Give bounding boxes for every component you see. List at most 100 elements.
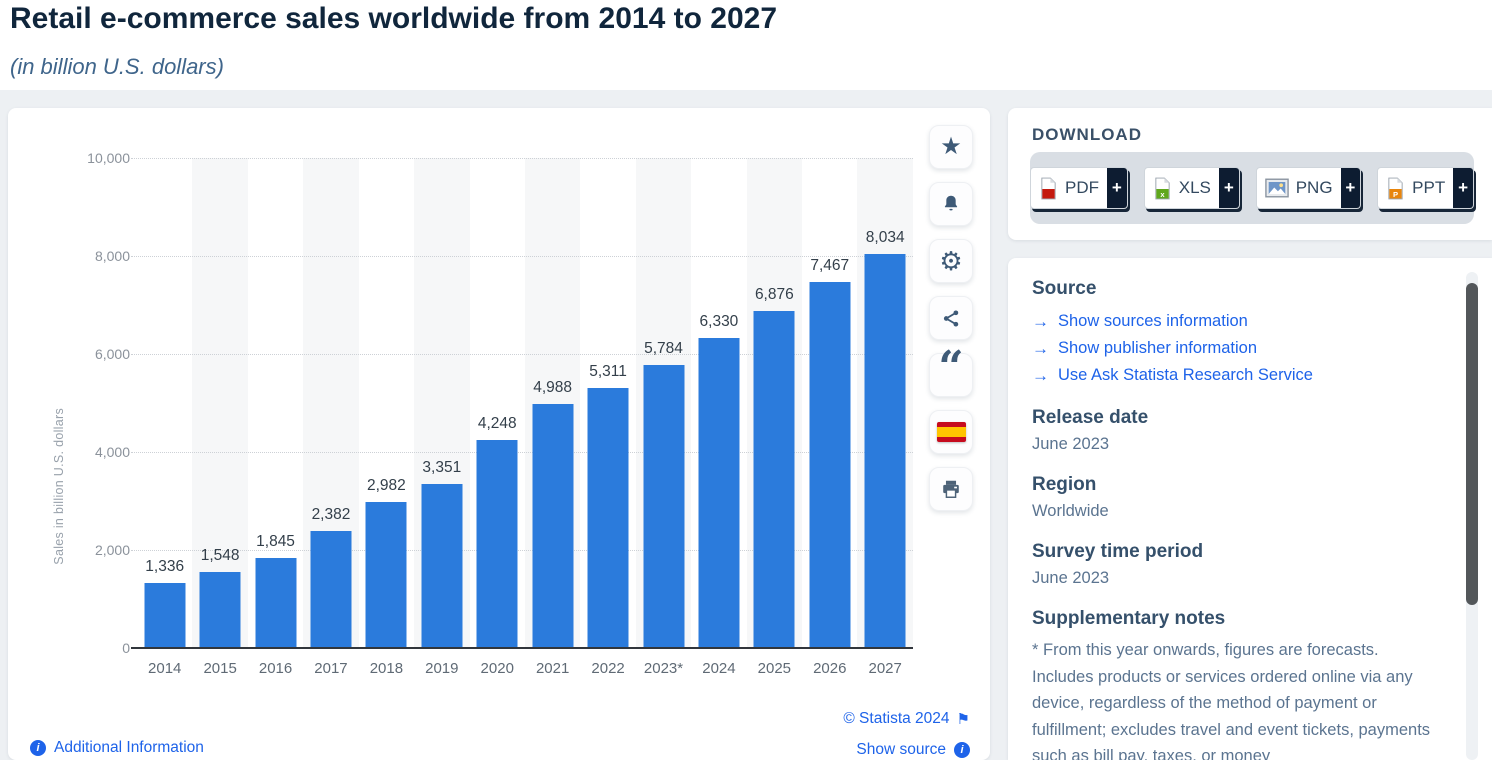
copyright-label: © Statista 2024 xyxy=(843,710,950,727)
additional-information-label: Additional Information xyxy=(54,739,204,756)
bar-2026[interactable] xyxy=(809,282,851,648)
x-tick-2014: 2014 xyxy=(148,660,182,677)
download-pdf-label: PDF xyxy=(1065,178,1099,197)
scrollbar-thumb[interactable] xyxy=(1466,283,1478,605)
bar-value-label: 6,330 xyxy=(699,312,739,330)
x-tick-2027: 2027 xyxy=(868,660,902,677)
download-xls-button[interactable]: x XLS + xyxy=(1143,167,1240,209)
source-info-card: Source → Show sources information → Show… xyxy=(1008,258,1492,760)
page-subtitle: (in billion U.S. dollars) xyxy=(10,54,224,79)
pdf-file-icon xyxy=(1039,177,1058,200)
x-tick-2026: 2026 xyxy=(813,660,847,677)
additional-information-link[interactable]: i Additional Information xyxy=(30,739,204,757)
download-pdf-button[interactable]: PDF + xyxy=(1030,167,1128,209)
bar-value-label: 1,336 xyxy=(145,557,185,575)
cite-button[interactable]: “ xyxy=(929,346,973,397)
y-tick-0: 0 xyxy=(122,640,130,656)
info-icon: i xyxy=(30,740,46,756)
bar-2023*[interactable] xyxy=(643,364,684,648)
bar-column-2018: 2,982 xyxy=(359,158,414,648)
bar-2021[interactable] xyxy=(532,403,574,648)
ask-statista-research-service-link[interactable]: → Use Ask Statista Research Service xyxy=(1032,362,1432,389)
bar-2019[interactable] xyxy=(421,483,463,648)
share-icon xyxy=(943,309,958,327)
bar-value-label: 1,548 xyxy=(200,547,240,565)
bar-value-label: 5,784 xyxy=(644,339,683,357)
svg-text:P: P xyxy=(1393,190,1398,199)
supplementary-notes-heading: Supplementary notes xyxy=(1032,608,1226,629)
x-axis-tick-labels: 2014 2015 2016 2017 2018 2019 2020 2021 2022 2023… xyxy=(137,660,913,677)
bar-2027[interactable] xyxy=(864,254,906,648)
gridline xyxy=(131,550,913,551)
survey-time-period-heading: Survey time period xyxy=(1032,541,1204,562)
ppt-file-icon: P xyxy=(1386,177,1405,200)
show-sources-information-link[interactable]: → Show sources information xyxy=(1032,308,1432,335)
bar-2022[interactable] xyxy=(587,387,629,648)
download-ppt-label: PPT xyxy=(1412,178,1446,197)
bar-value-label: 8,034 xyxy=(865,229,905,247)
bar-value-label: 4,988 xyxy=(533,378,573,396)
bar-2020[interactable] xyxy=(476,439,518,648)
bar-value-label: 4,248 xyxy=(477,414,517,432)
alert-button[interactable] xyxy=(929,182,973,226)
bar-columns: 1,336 1,548 1,845 2,382 2,982 3,351 4,248 4,988… xyxy=(137,158,913,648)
bar-value-label: 2,382 xyxy=(311,506,351,524)
download-ppt-button[interactable]: P PPT + xyxy=(1377,167,1474,209)
y-tick-4,000: 4,000 xyxy=(94,444,130,460)
bar-column-2025: 6,876 xyxy=(747,158,802,648)
bar-column-2022: 5,311 xyxy=(580,158,635,648)
arrow-right-icon: → xyxy=(1032,366,1049,385)
settings-button[interactable]: ⚙ xyxy=(929,239,973,283)
statista-copyright-link[interactable]: © Statista 2024 ⚑ xyxy=(843,710,970,728)
bar-column-2024: 6,330 xyxy=(691,158,746,648)
column-band xyxy=(192,158,248,648)
print-button[interactable] xyxy=(929,467,973,511)
y-tick-6,000: 6,000 xyxy=(94,346,130,362)
x-tick-2017: 2017 xyxy=(314,660,348,677)
share-button[interactable] xyxy=(929,296,973,340)
plus-icon: + xyxy=(1107,168,1127,208)
bar-2014[interactable] xyxy=(144,582,186,648)
plus-icon: + xyxy=(1218,168,1239,208)
bar-column-2014: 1,336 xyxy=(137,158,192,648)
bar-2025[interactable] xyxy=(753,311,795,648)
favorite-button[interactable]: ★ xyxy=(929,125,973,169)
bar-column-2027: 8,034 xyxy=(857,158,912,648)
x-tick-2018: 2018 xyxy=(369,660,404,677)
bar-2024[interactable] xyxy=(698,337,740,648)
arrow-right-icon: → xyxy=(1032,312,1049,331)
x-tick-2016: 2016 xyxy=(258,660,293,677)
bar-2015[interactable] xyxy=(199,572,241,648)
scrollbar-track[interactable] xyxy=(1466,272,1478,760)
bar-2017[interactable] xyxy=(310,531,352,648)
download-button-tray: PDF + x XLS + xyxy=(1030,152,1474,224)
show-source-link[interactable]: Show source i xyxy=(856,741,970,759)
bar-2016[interactable] xyxy=(255,557,297,648)
x-tick-2025: 2025 xyxy=(757,660,792,677)
link-label: Show publisher information xyxy=(1058,339,1258,357)
png-image-icon xyxy=(1264,178,1289,198)
language-button[interactable] xyxy=(929,410,973,454)
gear-icon: ⚙ xyxy=(939,246,963,276)
bar-value-label: 3,351 xyxy=(422,458,462,476)
download-png-button[interactable]: PNG + xyxy=(1255,167,1362,209)
x-tick-2024: 2024 xyxy=(702,660,736,677)
x-tick-2023*: 2023* xyxy=(643,660,684,677)
bar-value-label: 1,845 xyxy=(256,532,295,550)
bar-value-label: 7,467 xyxy=(810,257,850,275)
x-tick-2022: 2022 xyxy=(591,660,625,677)
x-tick-2015: 2015 xyxy=(203,660,237,677)
chart-card: Sales in billion U.S. dollars 10,000 8,00… xyxy=(8,108,990,760)
bar-column-2017: 2,382 xyxy=(303,158,358,648)
show-publisher-information-link[interactable]: → Show publisher information xyxy=(1032,335,1432,362)
plus-icon: + xyxy=(1340,168,1361,208)
link-label: Show sources information xyxy=(1058,312,1248,330)
bar-column-2020: 4,248 xyxy=(470,158,525,648)
x-axis-line xyxy=(131,647,913,649)
download-png-label: PNG xyxy=(1295,178,1333,197)
info-icon: i xyxy=(954,742,970,758)
bar-value-label: 6,876 xyxy=(754,286,794,304)
gridline xyxy=(131,354,913,355)
x-tick-2021: 2021 xyxy=(535,660,570,677)
bar-2018[interactable] xyxy=(365,501,407,648)
